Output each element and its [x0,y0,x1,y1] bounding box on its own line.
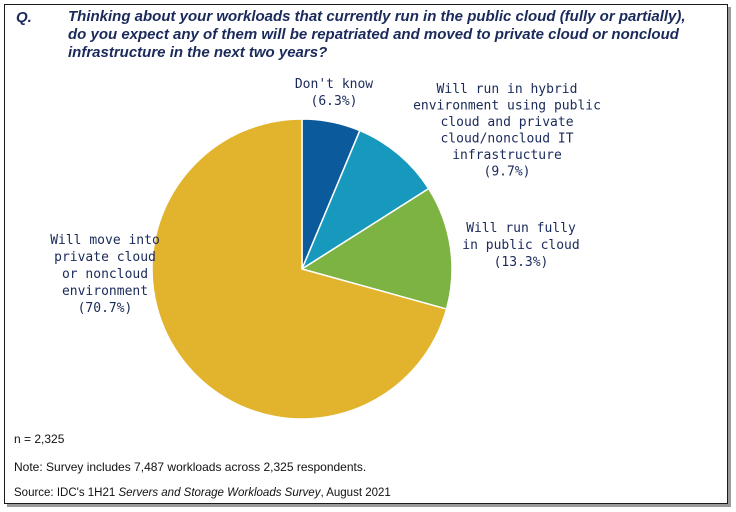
slice-label-0: Don't know (6.3%) [295,77,373,109]
slice-label-2: Will run fully in public cloud (13.3%) [462,221,579,270]
pie-slice-1 [301,129,430,270]
sample-size: n = 2,325 [14,432,65,446]
question-text: Thinking about your workloads that curre… [68,8,686,61]
question-label: Q. [16,9,32,26]
pie-slice-3 [151,118,448,420]
slice-label-1: Will run in hybrid environment using publ… [413,82,601,180]
slice-label-3: Will move into private cloud or noncloud en… [50,233,160,316]
source-title: Servers and Storage Workloads Survey [118,487,321,499]
source-suffix: , August 2021 [320,487,391,499]
source-prefix: Source: IDC's 1H21 [14,487,119,499]
source-line: Source: IDC's 1H21 Servers and Storage W… [14,487,391,499]
survey-note: Note: Survey includes 7,487 workloads ac… [14,460,367,474]
